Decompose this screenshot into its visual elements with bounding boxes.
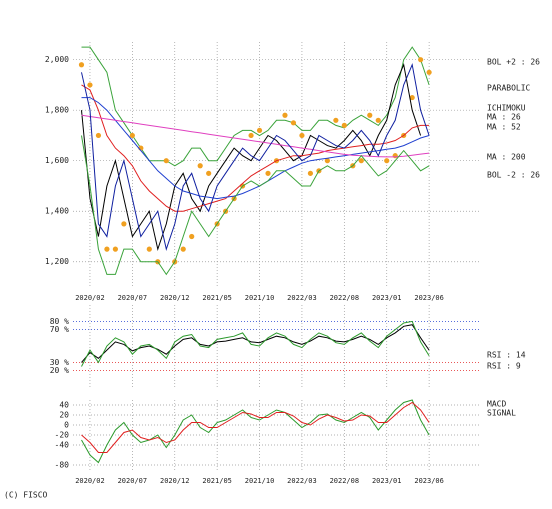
- legend-label: MACD: [487, 400, 506, 409]
- parabolic-dot: [104, 246, 110, 252]
- parabolic-dot: [426, 69, 432, 75]
- parabolic-dot: [121, 221, 127, 227]
- y-tick-label: 2,000: [45, 55, 69, 64]
- y-tick-label: 20: [59, 411, 69, 420]
- y-tick-label: 1,600: [45, 156, 69, 165]
- parabolic-dot: [392, 153, 398, 159]
- x-tick-label: 2020/02: [75, 294, 105, 302]
- y-tick-label: 20 %: [50, 366, 69, 375]
- y-tick-label: -80: [55, 461, 70, 470]
- x-tick-label: 2022/08: [330, 477, 360, 485]
- series-line: [81, 135, 430, 276]
- parabolic-dot: [180, 246, 186, 252]
- parabolic-dot: [146, 246, 152, 252]
- parabolic-dot: [248, 132, 254, 139]
- legend-label: MA : 26: [487, 113, 521, 122]
- parabolic-dot: [299, 132, 305, 139]
- x-tick-label: 2021/10: [245, 294, 275, 302]
- y-tick-label: -40: [55, 441, 70, 450]
- x-tick-label: 2023/01: [372, 294, 402, 302]
- x-tick-label: 2023/06: [414, 477, 444, 485]
- series-line: [81, 401, 430, 453]
- parabolic-dot: [341, 122, 347, 128]
- x-tick-label: 2022/08: [330, 294, 360, 302]
- series-line: [81, 46, 430, 167]
- series-line: [81, 320, 430, 367]
- parabolic-dot: [418, 57, 424, 63]
- parabolic-dot: [78, 62, 85, 68]
- series-line: [81, 97, 430, 200]
- parabolic-dot: [282, 112, 288, 118]
- parabolic-dot: [324, 158, 330, 164]
- y-tick-label: -20: [55, 431, 70, 440]
- parabolic-dot: [206, 170, 212, 176]
- y-tick-label: 0: [64, 421, 69, 430]
- parabolic-dot: [409, 94, 415, 101]
- x-tick-label: 2021/05: [202, 477, 232, 485]
- legend-label: BOL -2 : 26: [487, 171, 540, 180]
- parabolic-dot: [112, 246, 118, 252]
- y-tick-label: 1,400: [45, 207, 69, 216]
- parabolic-dot: [95, 132, 102, 139]
- series-line: [81, 399, 430, 464]
- legend-label: RSI : 9: [487, 362, 521, 371]
- series-line: [81, 114, 430, 158]
- y-tick-label: 1,200: [45, 257, 69, 266]
- parabolic-dot: [163, 158, 169, 164]
- series-line: [81, 324, 430, 363]
- copyright: (C) FISCO: [4, 491, 48, 500]
- x-tick-label: 2022/03: [287, 294, 317, 302]
- x-tick-label: 2020/07: [118, 294, 148, 302]
- parabolic-dot: [197, 163, 203, 169]
- series-line: [81, 84, 430, 212]
- parabolic-dot: [367, 112, 373, 118]
- parabolic-dot: [375, 117, 381, 123]
- x-tick-label: 2023/06: [414, 294, 444, 302]
- parabolic-dot: [333, 117, 339, 123]
- parabolic-dot: [129, 132, 135, 139]
- series-line: [81, 62, 430, 251]
- y-tick-label: 80 %: [50, 317, 69, 326]
- parabolic-dot: [384, 158, 390, 164]
- parabolic-dot: [189, 233, 195, 240]
- legend-label: SIGNAL: [487, 409, 516, 418]
- legend-label: RSI : 14: [487, 351, 526, 360]
- y-tick-label: 40: [59, 401, 69, 410]
- x-tick-label: 2023/01: [372, 477, 402, 485]
- parabolic-dot: [87, 82, 93, 88]
- y-tick-label: 1,800: [45, 106, 69, 115]
- legend-label: PARABOLIC: [487, 84, 531, 93]
- x-tick-label: 2020/07: [118, 477, 148, 485]
- legend-label: ICHIMOKU: [487, 104, 526, 113]
- parabolic-dot: [358, 158, 364, 164]
- parabolic-dot: [256, 127, 263, 134]
- x-tick-label: 2020/12: [160, 294, 190, 302]
- legend-label: MA : 200: [487, 153, 526, 162]
- y-tick-label: 70 %: [50, 325, 69, 334]
- legend-label: MA : 52: [487, 123, 521, 132]
- x-tick-label: 2021/10: [245, 477, 275, 485]
- parabolic-dot: [265, 170, 271, 176]
- parabolic-dot: [307, 170, 314, 176]
- x-tick-label: 2020/12: [160, 477, 190, 485]
- x-tick-label: 2022/03: [287, 477, 317, 485]
- x-tick-label: 2021/05: [202, 294, 232, 302]
- y-tick-label: 30 %: [50, 358, 69, 367]
- x-tick-label: 2020/02: [75, 477, 105, 485]
- parabolic-dot: [290, 120, 297, 126]
- legend-label: BOL +2 : 26: [487, 58, 540, 67]
